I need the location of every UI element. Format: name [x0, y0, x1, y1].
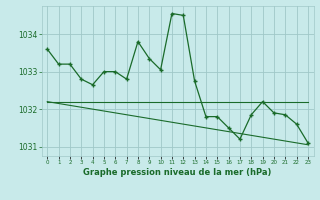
- X-axis label: Graphe pression niveau de la mer (hPa): Graphe pression niveau de la mer (hPa): [84, 168, 272, 177]
